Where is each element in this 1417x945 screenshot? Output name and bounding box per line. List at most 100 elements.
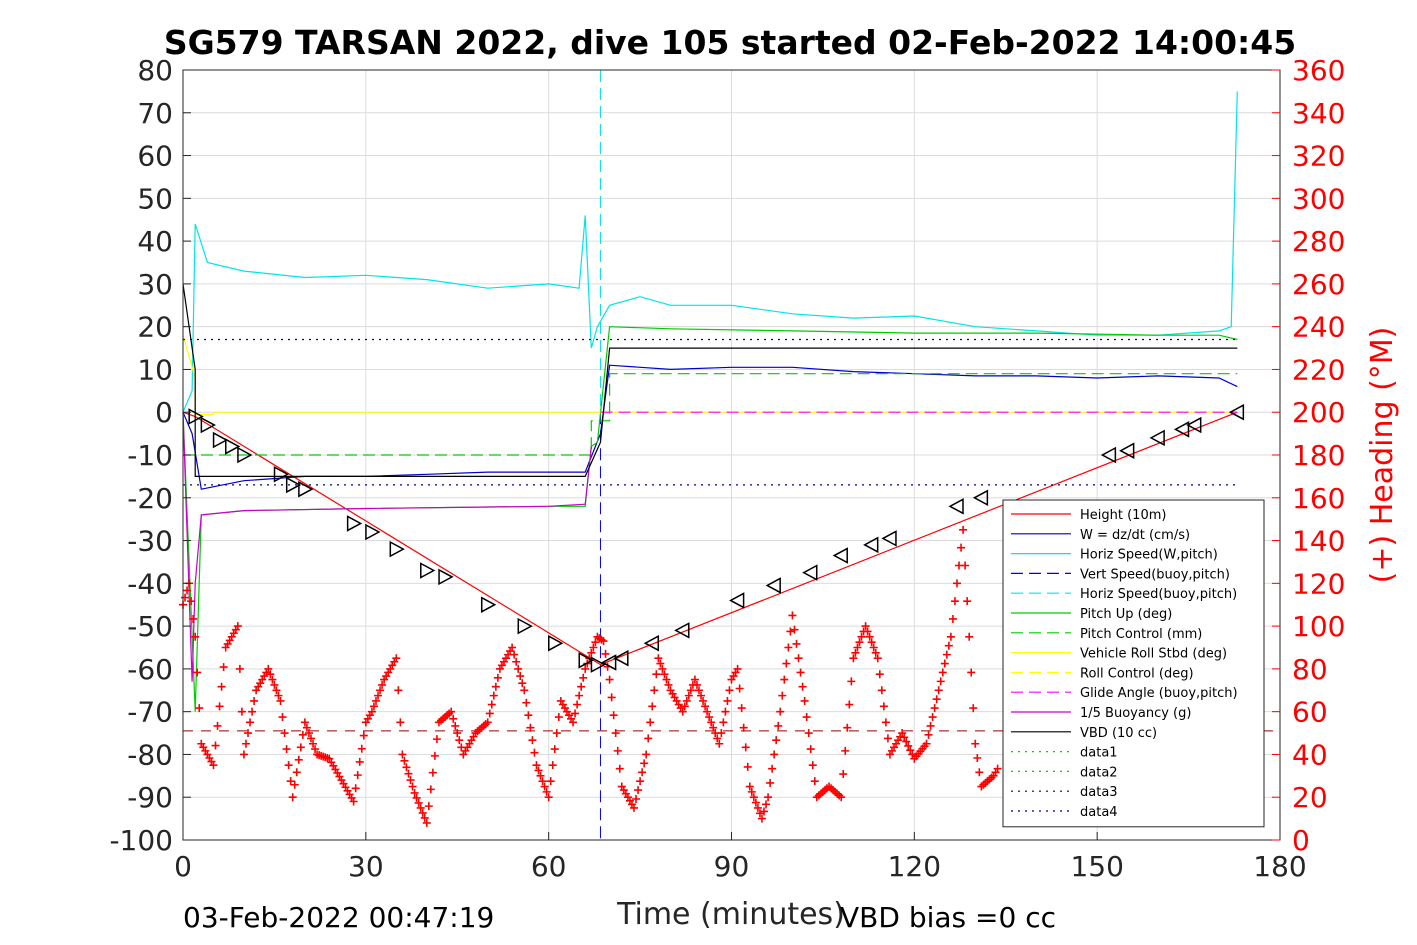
heading-marker: [713, 734, 722, 743]
y-tick-label: -50: [127, 610, 173, 643]
depth-triangle: [613, 649, 629, 667]
y-tick-label: 10: [137, 353, 173, 386]
heading-marker: [745, 782, 754, 791]
heading-marker: [800, 696, 809, 705]
heading-marker: [300, 718, 309, 727]
heading-marker: [784, 643, 793, 652]
heading-marker: [796, 668, 805, 677]
heading-marker: [296, 743, 305, 752]
heading-marker: [424, 802, 433, 811]
heading-marker: [304, 729, 313, 738]
heading-marker: [400, 756, 409, 765]
heading-marker: [741, 743, 750, 752]
heading-marker: [189, 614, 198, 623]
heading-marker: [193, 668, 202, 677]
heading-marker: [483, 718, 492, 727]
depth-triangle: [729, 592, 745, 609]
depth-triangle: [365, 523, 381, 541]
heading-marker: [367, 707, 376, 716]
x-axis-label: Time (minutes): [616, 897, 845, 932]
heading-marker: [804, 729, 813, 738]
heading-marker: [430, 751, 439, 760]
heading-marker: [455, 736, 464, 745]
heading-marker: [853, 643, 862, 652]
heading-marker: [571, 709, 580, 718]
heading-marker: [808, 761, 817, 770]
right-tick-label: 300: [1292, 182, 1345, 215]
y-tick-label: -100: [109, 824, 173, 857]
heading-marker: [211, 741, 220, 750]
heading-marker: [692, 680, 701, 689]
heading-marker: [605, 675, 614, 684]
depth-triangle: [285, 476, 302, 494]
heading-marker: [798, 682, 807, 691]
heading-marker: [735, 684, 744, 693]
x-tick-label: 60: [531, 850, 567, 883]
heading-marker: [489, 691, 498, 700]
y-tick-label: -30: [127, 525, 173, 558]
heading-marker: [934, 686, 943, 695]
x-tick-label: 90: [714, 850, 750, 883]
heading-marker: [487, 700, 496, 709]
heading-marker: [952, 579, 961, 588]
right-tick-label: 220: [1292, 353, 1345, 386]
heading-marker: [642, 750, 651, 759]
depth-triangle: [1119, 442, 1135, 459]
heading-marker: [707, 718, 716, 727]
heading-marker: [292, 768, 301, 777]
heading-marker: [766, 778, 775, 787]
heading-marker: [244, 729, 253, 738]
heading-marker: [394, 686, 403, 695]
depth-triangle: [578, 652, 594, 669]
x-tick-label: 30: [348, 850, 384, 883]
heading-marker: [250, 696, 259, 705]
heading-marker: [599, 637, 608, 646]
depth-triangle: [517, 617, 533, 635]
heading-marker: [778, 691, 787, 700]
legend: Height (10m) W = dz/dt (cm/s) Horiz Speed(…: [1002, 499, 1265, 828]
heading-marker: [928, 713, 937, 722]
heading-marker: [402, 763, 411, 772]
heading-marker: [877, 686, 886, 695]
heading-marker: [902, 737, 911, 746]
heading-marker: [514, 664, 523, 673]
depth-triangle: [273, 465, 290, 483]
heading-marker: [213, 721, 222, 730]
series-line: [183, 373, 1238, 456]
heading-marker: [447, 707, 456, 716]
heading-marker: [534, 766, 543, 775]
depth-triangle: [643, 634, 660, 652]
heading-marker: [530, 748, 539, 757]
heading-marker: [518, 679, 527, 688]
heading-marker: [579, 673, 588, 682]
y-tick-label: -60: [127, 653, 173, 686]
heading-marker: [879, 702, 888, 711]
heading-marker: [512, 657, 521, 666]
heading-marker: [684, 691, 693, 700]
legend-entry: Vehicle Roll Stbd (deg): [1080, 647, 1227, 662]
heading-marker: [839, 770, 848, 779]
y-tick-label: 20: [137, 311, 173, 344]
heading-marker: [359, 731, 368, 740]
heading-marker: [396, 718, 405, 727]
heading-marker: [235, 664, 244, 673]
heading-marker: [857, 632, 866, 641]
heading-marker: [428, 768, 437, 777]
legend-entry: Horiz Speed(buoy,pitch): [1080, 587, 1237, 602]
heading-marker: [209, 761, 218, 770]
heading-marker: [792, 639, 801, 648]
heading-marker: [753, 803, 762, 812]
depth-triangle: [212, 431, 229, 449]
heading-marker: [743, 762, 752, 771]
legend-entry: Pitch Control (mm): [1080, 627, 1202, 642]
depth-triangle: [188, 408, 204, 425]
depth-triangle: [1228, 403, 1245, 421]
series-line: [182, 283, 1238, 477]
heading-marker: [690, 675, 699, 684]
heading-marker: [432, 735, 441, 744]
heading-marker: [837, 793, 846, 802]
heading-marker: [532, 761, 541, 770]
right-tick-label: 20: [1292, 781, 1328, 814]
heading-marker: [965, 632, 974, 641]
depth-triangle: [237, 446, 253, 464]
